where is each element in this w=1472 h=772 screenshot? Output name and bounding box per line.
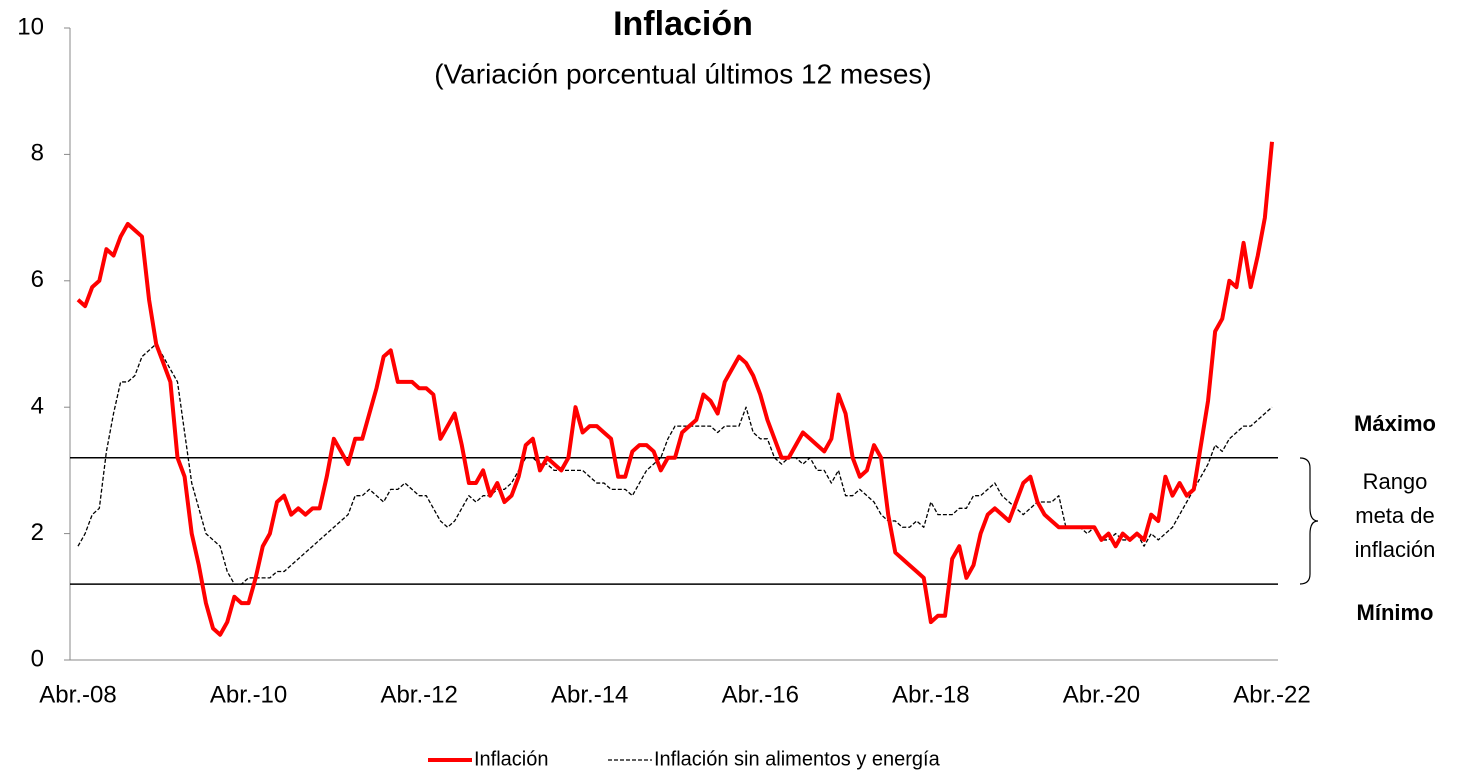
annotation: Rango [1363,469,1428,494]
x-tick-label: Abr.-10 [210,681,287,708]
x-tick-label: Abr.-20 [1063,681,1140,708]
x-tick-label: Abr.-12 [380,681,457,708]
x-tick-label: Abr.-08 [39,681,116,708]
legend-label: Inflación sin alimentos y energía [654,748,941,770]
annotation: inflación [1355,537,1436,562]
series-line [76,141,1274,637]
y-tick-label: 10 [17,13,44,40]
annotation: meta de [1355,503,1435,528]
annotation: Mínimo [1357,600,1434,625]
x-tick-label: Abr.-18 [892,681,969,708]
y-tick-label: 4 [31,393,44,420]
annotation: Máximo [1354,411,1436,436]
x-tick-label: Abr.-14 [551,681,628,708]
y-tick-label: 6 [31,266,44,293]
legend-label: Inflación [474,748,549,770]
chart-title: Inflación [613,5,753,43]
range-bracket [1299,457,1319,585]
chart-subtitle: (Variación porcentual últimos 12 meses) [434,58,931,89]
series-line [77,343,1273,585]
y-tick-label: 2 [31,519,44,546]
y-tick-label: 0 [31,645,44,672]
x-tick-label: Abr.-16 [722,681,799,708]
x-tick-label: Abr.-22 [1233,681,1310,708]
y-tick-label: 8 [31,140,44,167]
